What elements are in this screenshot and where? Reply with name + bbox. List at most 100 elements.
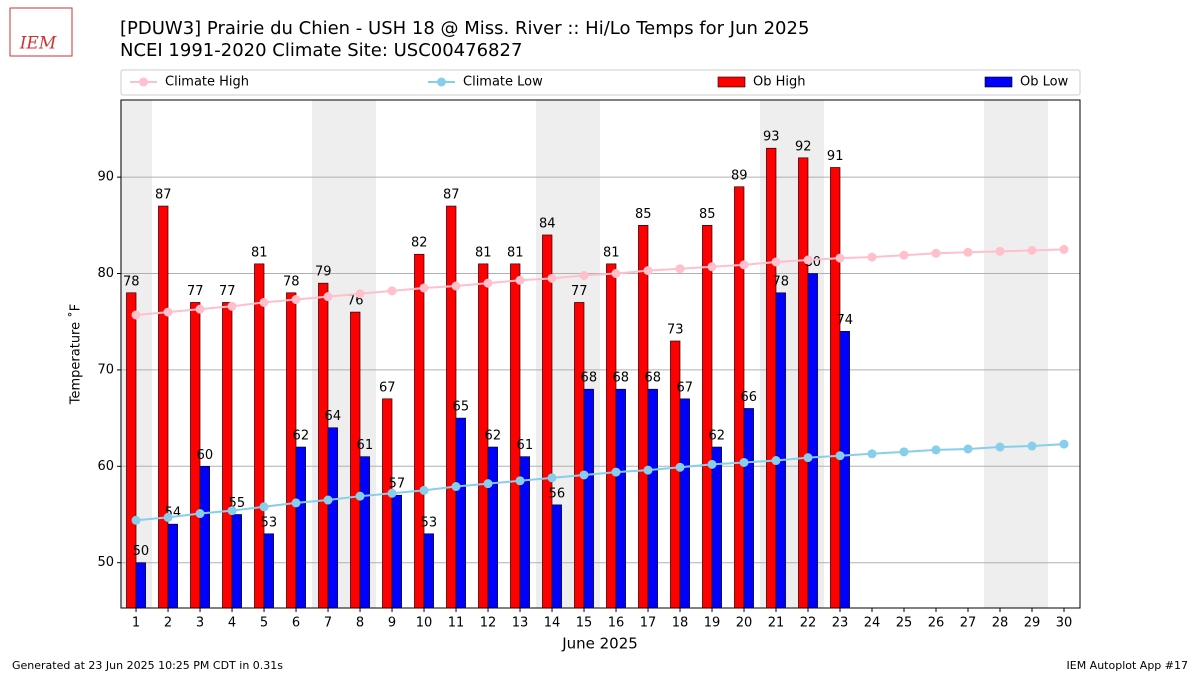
y-tick-label: 80: [97, 266, 114, 281]
line-point: [355, 491, 365, 501]
bar: [263, 533, 274, 609]
legend-swatch: [717, 76, 746, 88]
x-tick-label: 23: [832, 616, 849, 631]
bar: [327, 427, 338, 609]
bar: [222, 302, 233, 609]
line-point: [451, 482, 461, 492]
logo: IEM: [19, 34, 57, 54]
x-tick-label: 11: [448, 616, 465, 631]
x-tick-label: 13: [512, 616, 529, 631]
x-tick-label: 3: [196, 616, 204, 631]
x-tick-label: 10: [416, 616, 433, 631]
line-point: [131, 310, 141, 320]
line-point: [131, 515, 141, 525]
line-point: [547, 473, 557, 483]
line-point: [899, 447, 909, 457]
bar: [679, 398, 690, 609]
bar: [199, 465, 210, 609]
line-point: [995, 246, 1005, 256]
line-point: [995, 442, 1005, 452]
bar: [414, 253, 425, 609]
line-point: [707, 262, 717, 272]
bar-value-label: 57: [389, 477, 406, 492]
bar-value-label: 85: [635, 207, 652, 222]
line-point: [611, 467, 621, 477]
bar-value-label: 61: [517, 438, 534, 453]
bar: [551, 504, 562, 609]
x-tick-label: 15: [576, 616, 593, 631]
bar: [158, 205, 169, 609]
bar: [318, 282, 329, 609]
x-tick-label: 18: [672, 616, 689, 631]
line-point: [835, 253, 845, 263]
bar: [798, 157, 809, 609]
line: [135, 248, 1065, 316]
bar: [574, 302, 585, 609]
bar: [807, 273, 818, 609]
legend-marker: [437, 77, 446, 87]
bar: [359, 456, 370, 609]
bar-value-label: 62: [709, 429, 726, 444]
line-point: [803, 255, 813, 265]
bar: [455, 417, 466, 609]
bar-value-label: 91: [827, 149, 844, 164]
line-point: [803, 453, 813, 463]
x-tick-label: 2: [164, 616, 172, 631]
bar-value-label: 78: [773, 274, 790, 289]
line-point: [611, 269, 621, 279]
bar-value-label: 78: [283, 274, 300, 289]
line-point: [867, 252, 877, 262]
bar-value-label: 73: [667, 322, 684, 337]
line-point: [707, 459, 717, 469]
x-tick-label: 19: [704, 616, 721, 631]
line-point: [195, 304, 205, 314]
y-tick-label: 50: [97, 555, 114, 570]
x-tick-label: 30: [1056, 616, 1073, 631]
bar: [775, 292, 786, 609]
line-point: [483, 278, 493, 288]
bar-value-label: 68: [613, 371, 630, 386]
bar-value-label: 81: [475, 245, 492, 260]
y-tick-label: 60: [97, 459, 114, 474]
x-tick-label: 5: [260, 616, 268, 631]
line-point: [387, 286, 397, 296]
x-tick-label: 7: [324, 616, 332, 631]
line-point: [1059, 244, 1069, 254]
footer-left: Generated at 23 Jun 2025 10:25 PM CDT in…: [12, 659, 283, 672]
bar-value-label: 53: [421, 515, 438, 530]
line-point: [931, 248, 941, 258]
bar-value-label: 92: [795, 139, 812, 154]
bar: [615, 388, 626, 609]
bar: [743, 408, 754, 609]
bar-value-label: 93: [763, 130, 780, 145]
bar-value-label: 81: [251, 245, 268, 260]
line-point: [515, 476, 525, 486]
bar: [583, 388, 594, 609]
line-point: [675, 462, 685, 472]
x-tick-label: 6: [292, 616, 300, 631]
legend-label: Ob High: [753, 75, 806, 90]
line-point: [867, 449, 877, 459]
x-tick-label: 12: [480, 616, 497, 631]
bar: [638, 225, 649, 609]
x-tick-label: 29: [1024, 616, 1041, 631]
bar: [391, 494, 402, 609]
line-point: [931, 445, 941, 455]
legend-swatch: [984, 76, 1013, 88]
bar-value-label: 66: [741, 390, 758, 405]
bar-value-label: 67: [677, 380, 694, 395]
bar: [647, 388, 658, 609]
line-point: [963, 444, 973, 454]
legend-label: Climate High: [165, 75, 249, 90]
bar-value-label: 50: [133, 544, 150, 559]
bar: [510, 263, 521, 609]
bar: [766, 147, 777, 609]
line-point: [419, 485, 429, 495]
bar-value-label: 68: [581, 371, 598, 386]
bar-value-label: 87: [155, 188, 172, 203]
line-point: [899, 250, 909, 260]
weekend-shade: [1016, 100, 1049, 608]
line-point: [323, 495, 333, 505]
bar-value-label: 89: [731, 168, 748, 183]
line-point: [579, 270, 589, 280]
